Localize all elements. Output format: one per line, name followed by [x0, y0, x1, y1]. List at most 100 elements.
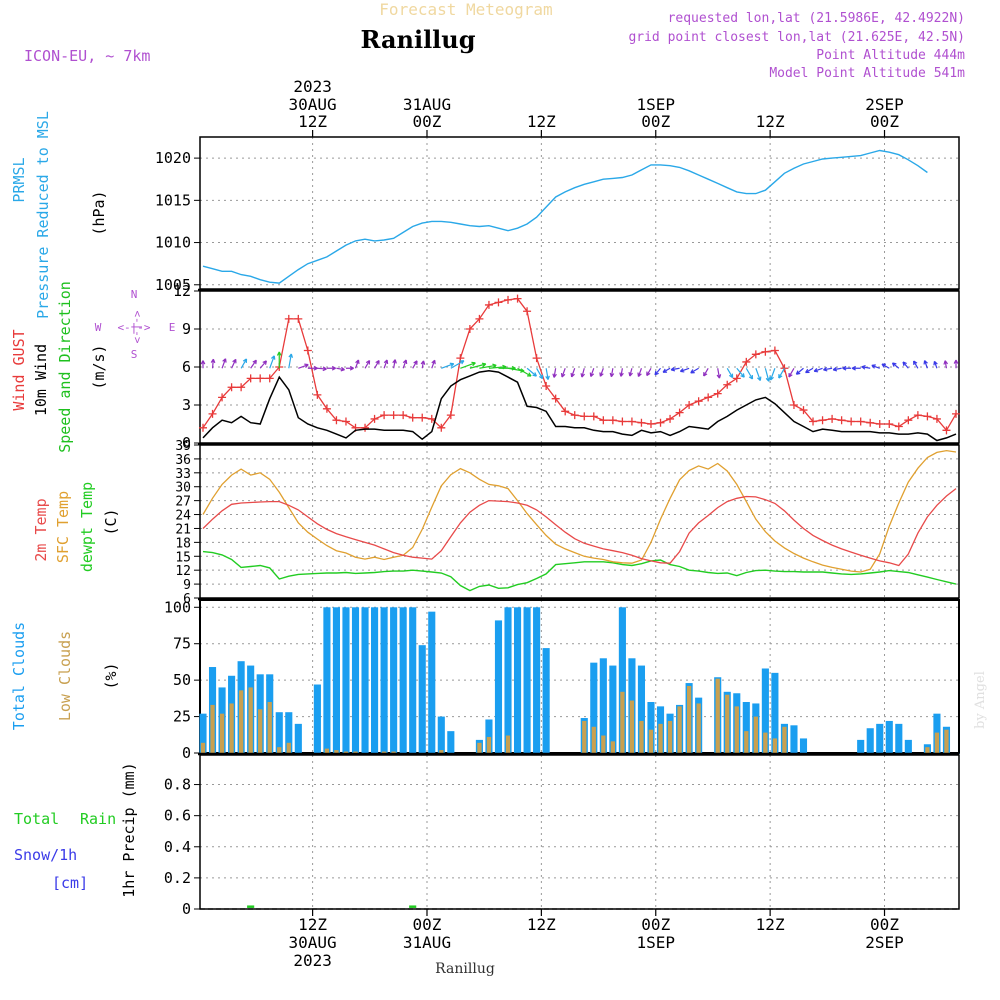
top-time-hour: 12Z [298, 112, 327, 131]
wind-direction-arrow [431, 359, 436, 369]
gust-marker [761, 347, 770, 356]
low-cloud-bar [658, 723, 663, 753]
total-cloud-bar [771, 672, 779, 753]
gust-marker [408, 413, 417, 422]
wind-direction-arrow [891, 362, 900, 369]
low-cloud-bar [381, 751, 387, 753]
gust-marker [332, 416, 341, 425]
gust-marker [589, 412, 598, 421]
precip-frame [199, 754, 960, 910]
bottom-time-year: 2023 [293, 951, 332, 970]
wind-ytick-label: 9 [182, 320, 191, 338]
gust-marker [723, 380, 732, 389]
top-time-hour: 00Z [641, 112, 670, 131]
wind-direction-arrow [662, 367, 671, 373]
wind-direction-arrow [842, 365, 852, 371]
wind-direction-arrow [450, 360, 465, 369]
gust-marker [818, 416, 827, 425]
total-cloud-bar [761, 668, 769, 753]
wind-direction-arrow [536, 367, 544, 380]
wind-direction-arrow [813, 367, 823, 373]
cloud-label-b: Low Clouds [56, 631, 74, 721]
precip-unit: 1hr Precip (mm) [120, 762, 138, 897]
precip-ytick-label: 0.4 [164, 838, 191, 856]
total-cloud-bar [437, 716, 445, 753]
gust-marker [742, 357, 751, 366]
gust-marker [704, 393, 713, 402]
compass-ns: <-|-> [131, 310, 144, 343]
low-cloud-bar [277, 747, 282, 753]
low-cloud-bar [391, 751, 396, 753]
low-cloud-bar [439, 750, 444, 753]
cloud-unit: (%) [102, 662, 120, 689]
cloud-label-a: Total Clouds [10, 622, 28, 730]
gust-marker [789, 401, 798, 409]
wind-ytick-label: 12 [173, 282, 191, 300]
wind-direction-arrow [259, 360, 268, 369]
low-cloud-bar [229, 703, 234, 753]
pressure-panel: 1005 1010 1015 1020 [155, 136, 960, 294]
low-cloud-bar [267, 702, 272, 753]
pressure-label-a: PRMSL [10, 157, 28, 202]
wind-direction-arrow [913, 360, 919, 369]
low-cloud-bar [782, 726, 787, 753]
pressure-ytick-label: 1020 [155, 149, 191, 167]
gust-marker [608, 416, 617, 425]
wind-direction-arrow [788, 367, 795, 378]
wind-direction-arrow [336, 366, 345, 372]
bottom-time-date: 31AUG [403, 933, 451, 952]
gust-marker [218, 393, 227, 402]
wind-direction-arrow [345, 365, 354, 371]
wind-direction-arrow [943, 360, 949, 369]
gust-marker [199, 423, 207, 432]
pressure-labels: PRMSL Pressure Reduced to MSL (hPa) [10, 111, 108, 319]
gust-marker [904, 416, 913, 425]
low-cloud-bar [610, 741, 615, 753]
low-cloud-bar [944, 729, 949, 753]
wind-direction-arrow [326, 365, 336, 371]
compass-e: E [169, 321, 176, 334]
gust-marker [322, 404, 331, 413]
wind-direction-arrow [609, 368, 615, 378]
gust-marker [885, 420, 894, 428]
gust-marker [656, 418, 665, 427]
wind-direction-arrow [545, 368, 550, 380]
low-cloud-bar [696, 703, 701, 753]
top-time-date: 30AUG [289, 95, 337, 114]
wind-direction-arrow [902, 361, 909, 369]
total-cloud-bar [513, 607, 522, 753]
bottom-time-hour: 12Z [756, 915, 785, 934]
low-cloud-bar [629, 700, 635, 753]
wind-direction-arrow [231, 358, 237, 369]
wind-direction-arrow [383, 359, 389, 369]
pressure-ytick-label: 1015 [155, 191, 191, 209]
gust-marker [494, 298, 503, 307]
top-time-hour: 12Z [756, 112, 785, 131]
total-cloud-bar [799, 738, 808, 753]
wind-direction-arrow [354, 359, 360, 369]
pressure-line [202, 149, 928, 284]
low-cloud-bar [505, 735, 511, 753]
gust-line [202, 297, 957, 432]
total-cloud-bar [380, 607, 388, 753]
gust-marker [580, 412, 589, 421]
gust-marker [380, 411, 389, 420]
gust-marker [504, 295, 513, 304]
precip-panel: 0 0.2 0.4 0.6 0.8 [164, 754, 960, 918]
low-cloud-bar [753, 716, 758, 753]
wind-direction-arrow [210, 358, 216, 369]
gust-marker [856, 417, 865, 426]
precip-ytick-label: 0.8 [164, 776, 191, 794]
top-time-date: 2SEP [865, 95, 904, 114]
wind-direction-arrow [517, 367, 532, 377]
wind-direction-arrow [764, 368, 771, 382]
wind-ytick-label: 0 [182, 434, 191, 452]
wind-direction-arrow [402, 359, 408, 369]
gust-marker [361, 423, 370, 432]
gust-marker [599, 416, 608, 425]
compass-s: S [131, 348, 138, 361]
total-cloud-bar [533, 607, 541, 753]
gust-marker [828, 414, 837, 423]
wind-label-b: 10m Wind [32, 344, 50, 416]
wind-direction-arrow [364, 359, 371, 369]
